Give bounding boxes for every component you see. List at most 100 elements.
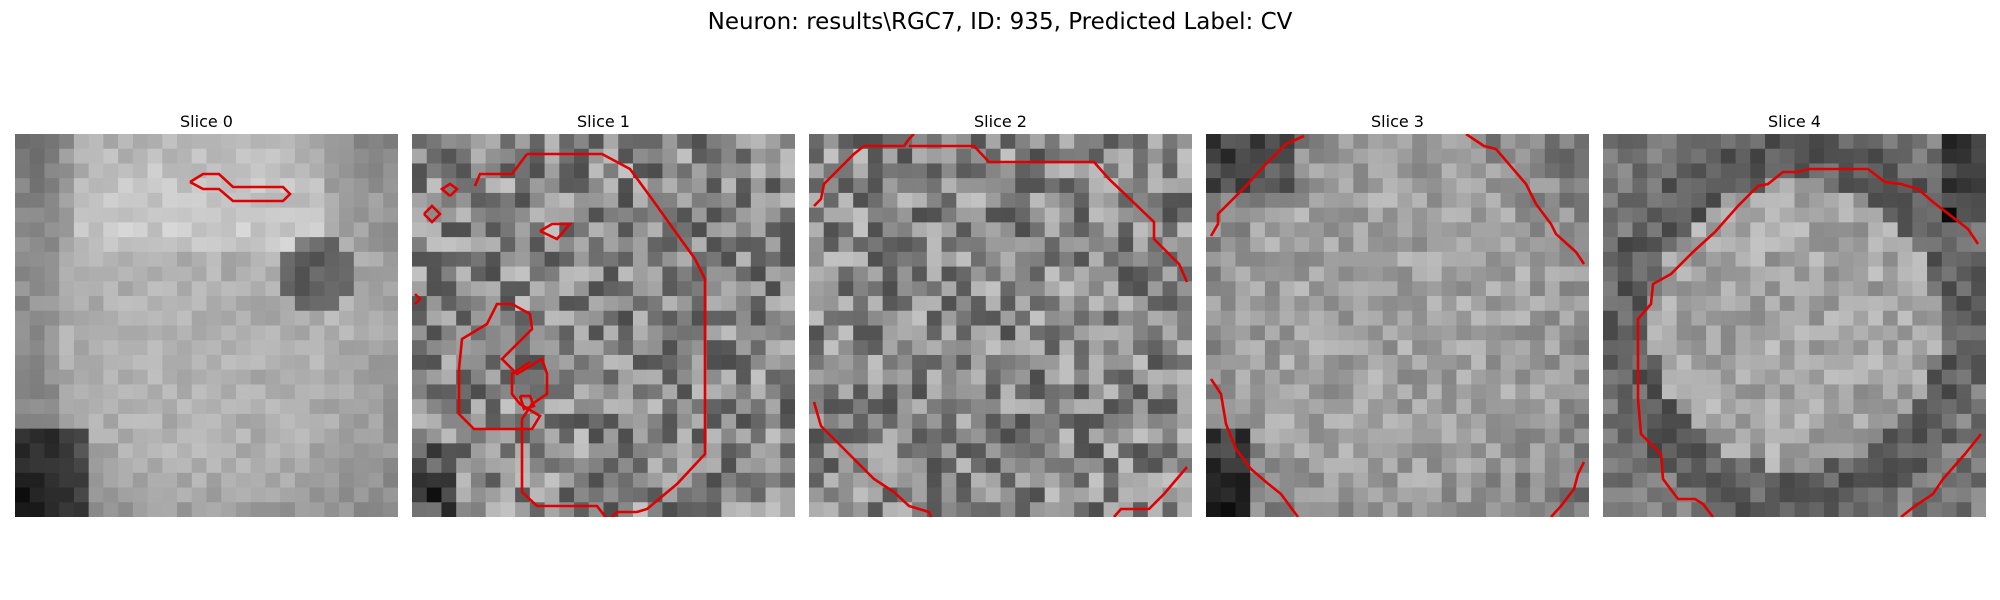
pixel — [544, 354, 560, 371]
pixel — [985, 399, 1002, 415]
pixel — [1279, 251, 1295, 268]
pixel — [456, 487, 472, 503]
pixel — [368, 134, 384, 150]
pixel — [1706, 340, 1722, 356]
pixel — [515, 384, 531, 400]
pixel — [1338, 207, 1354, 223]
pixel — [1632, 237, 1648, 253]
pixel — [1044, 413, 1061, 430]
pixel — [867, 443, 884, 459]
pixel — [1250, 310, 1266, 327]
pixel — [632, 340, 649, 356]
pixel — [1088, 296, 1105, 312]
pixel — [15, 237, 31, 253]
pixel — [73, 340, 90, 356]
pixel — [1691, 251, 1707, 268]
pixel — [177, 163, 193, 179]
pixel — [1706, 369, 1722, 386]
pixel — [765, 369, 781, 386]
pixel — [1912, 472, 1928, 489]
pixel — [765, 487, 781, 503]
pixel — [1559, 178, 1575, 194]
pixel — [353, 428, 370, 444]
pixel — [1530, 251, 1546, 268]
pixel — [1676, 399, 1692, 415]
pixel — [309, 413, 325, 430]
pixel — [1044, 472, 1061, 489]
pixel — [1603, 237, 1619, 253]
pixel — [853, 192, 869, 209]
pixel — [147, 148, 163, 165]
pixel — [1382, 502, 1399, 517]
figure-title: Neuron: results\RGC7, ID: 935, Predicted… — [707, 9, 1293, 35]
pixel — [1323, 296, 1340, 312]
pixel — [882, 251, 898, 268]
pixel — [1382, 443, 1399, 459]
pixel — [1015, 413, 1031, 430]
pixel — [1279, 458, 1295, 474]
pixel — [88, 163, 104, 179]
pixel — [750, 399, 767, 415]
pixel — [1323, 369, 1340, 386]
pixel — [515, 237, 531, 253]
pixel — [1603, 178, 1619, 194]
pixel — [1309, 178, 1325, 194]
pixel — [721, 458, 737, 474]
pixel — [765, 443, 781, 459]
pixel — [1323, 281, 1340, 297]
pixel — [1779, 413, 1796, 430]
pixel — [29, 354, 46, 371]
segmentation-contour — [414, 293, 422, 305]
pixel — [588, 192, 605, 209]
pixel — [73, 296, 90, 312]
pixel — [706, 148, 722, 165]
pixel — [1691, 148, 1707, 165]
pixel — [1956, 502, 1972, 517]
pixel — [1794, 354, 1810, 371]
pixel — [867, 192, 884, 209]
pixel — [544, 472, 560, 489]
pixel — [941, 443, 957, 459]
pixel — [926, 281, 943, 297]
pixel — [1338, 458, 1354, 474]
pixel — [1264, 134, 1281, 150]
pixel — [1000, 413, 1016, 430]
pixel — [15, 163, 31, 179]
pixel — [780, 281, 795, 297]
pixel — [559, 354, 575, 371]
pixel — [441, 148, 457, 165]
pixel — [1809, 428, 1825, 444]
pixel — [1426, 281, 1443, 297]
pixel — [853, 281, 869, 297]
pixel — [1000, 369, 1016, 386]
pixel — [147, 178, 163, 194]
pixel — [426, 340, 443, 356]
pixel — [1471, 413, 1487, 430]
pixel — [265, 384, 281, 400]
pixel — [1515, 354, 1531, 371]
pixel — [603, 487, 619, 503]
pixel — [353, 222, 370, 238]
pixel — [1617, 163, 1634, 179]
pixel — [736, 384, 752, 400]
pixel — [632, 443, 649, 459]
pixel — [1661, 399, 1678, 415]
pixel — [765, 251, 781, 268]
pixel — [412, 472, 428, 489]
pixel — [177, 281, 193, 297]
pixel — [1632, 163, 1648, 179]
pixel — [1059, 487, 1075, 503]
pixel — [1617, 443, 1634, 459]
pixel — [1500, 237, 1516, 253]
pixel — [441, 340, 457, 356]
pixel — [1779, 472, 1796, 489]
pixel — [456, 178, 472, 194]
pixel — [470, 251, 487, 268]
pixel — [1220, 310, 1237, 327]
pixel — [956, 340, 972, 356]
pixel — [1617, 148, 1634, 165]
pixel — [1823, 413, 1840, 430]
pixel — [324, 134, 340, 150]
pixel — [500, 310, 516, 327]
pixel — [339, 340, 355, 356]
